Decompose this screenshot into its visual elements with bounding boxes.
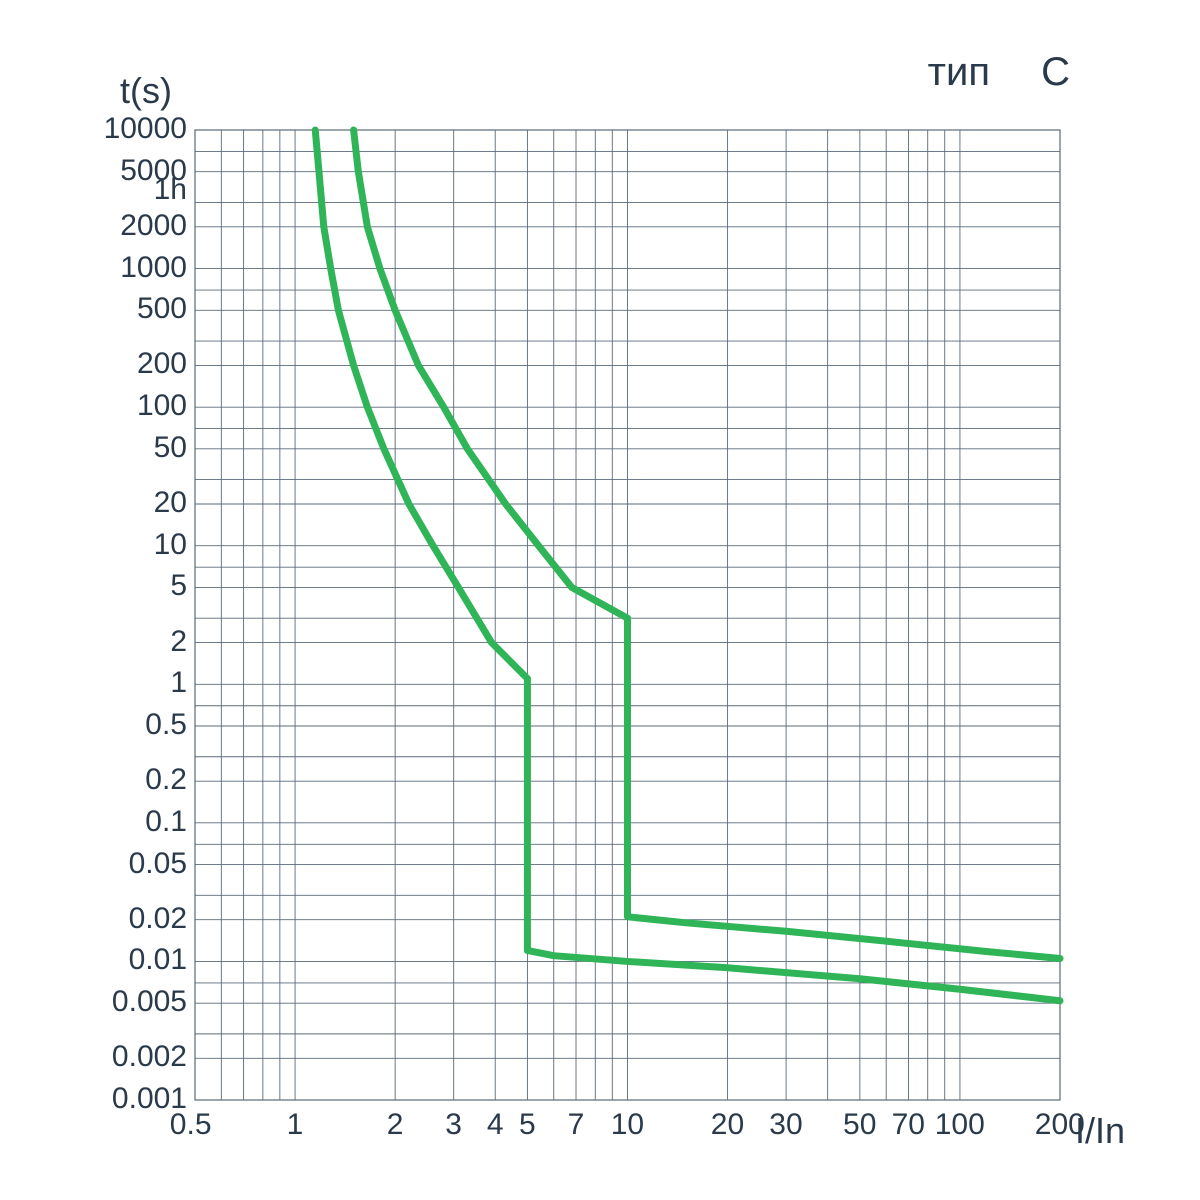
y-tick: 50 [154, 431, 187, 465]
y-tick: 0.005 [112, 985, 187, 1019]
y-tick: 10000 [104, 112, 187, 146]
trip-curve-chart: t(s) тип C I/In 001.com.ua 1000050001h20… [0, 0, 1200, 1200]
x-tick: 70 [892, 1108, 925, 1142]
x-tick: 4 [487, 1108, 504, 1142]
x-tick: 7 [568, 1108, 585, 1142]
x-tick: 100 [935, 1108, 985, 1142]
y-tick: 20 [154, 486, 187, 520]
y-tick: 1000 [120, 251, 187, 285]
y-tick: 0.05 [129, 847, 187, 881]
y-tick: 0.02 [129, 902, 187, 936]
y-tick: 1h [154, 173, 187, 207]
x-tick: 5 [519, 1108, 536, 1142]
y-tick: 0.5 [145, 708, 187, 742]
y-tick: 1 [170, 666, 187, 700]
x-tick: 30 [769, 1108, 802, 1142]
y-tick: 2 [170, 625, 187, 659]
x-tick: 0.5 [170, 1108, 212, 1142]
y-tick: 5 [170, 569, 187, 603]
y-tick: 2000 [120, 209, 187, 243]
y-tick: 0.002 [112, 1040, 187, 1074]
x-tick: 1 [287, 1108, 304, 1142]
x-tick: 20 [711, 1108, 744, 1142]
y-tick: 0.01 [129, 943, 187, 977]
y-tick: 100 [137, 389, 187, 423]
x-tick: 200 [1035, 1108, 1085, 1142]
y-tick: 0.1 [145, 805, 187, 839]
y-tick: 200 [137, 347, 187, 381]
x-tick: 50 [843, 1108, 876, 1142]
x-tick: 10 [611, 1108, 644, 1142]
y-tick: 0.2 [145, 763, 187, 797]
x-tick: 3 [445, 1108, 462, 1142]
x-tick: 2 [387, 1108, 404, 1142]
y-tick: 500 [137, 292, 187, 326]
y-tick: 10 [154, 528, 187, 562]
